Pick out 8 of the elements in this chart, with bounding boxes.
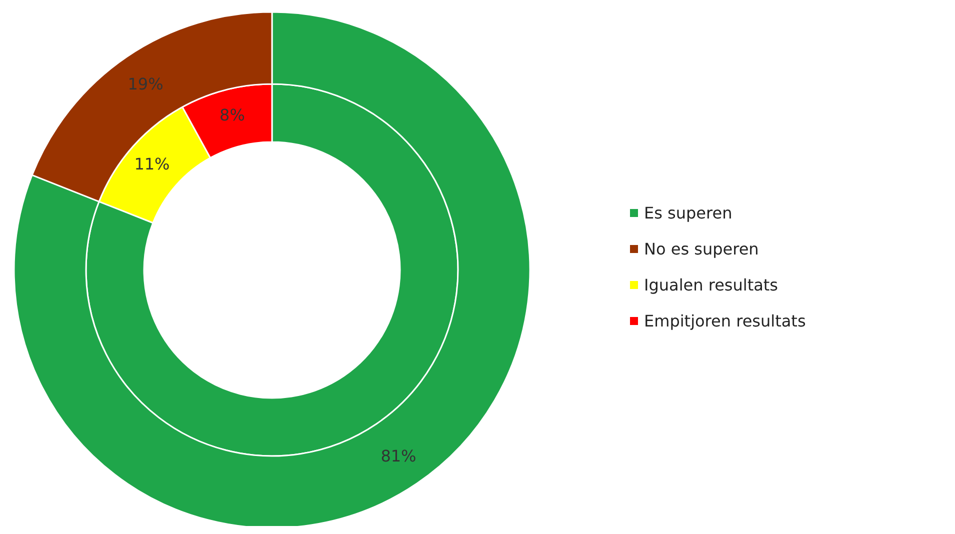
- legend-label: Igualen resultats: [644, 276, 778, 294]
- data-label: 19%: [128, 74, 164, 94]
- data-label: 81%: [380, 446, 416, 466]
- legend-label: Empitjoren resultats: [644, 312, 806, 330]
- legend-label: Es superen: [644, 204, 732, 222]
- data-label: 11%: [134, 154, 170, 174]
- legend-label: No es superen: [644, 240, 759, 258]
- data-label: 8%: [220, 106, 245, 125]
